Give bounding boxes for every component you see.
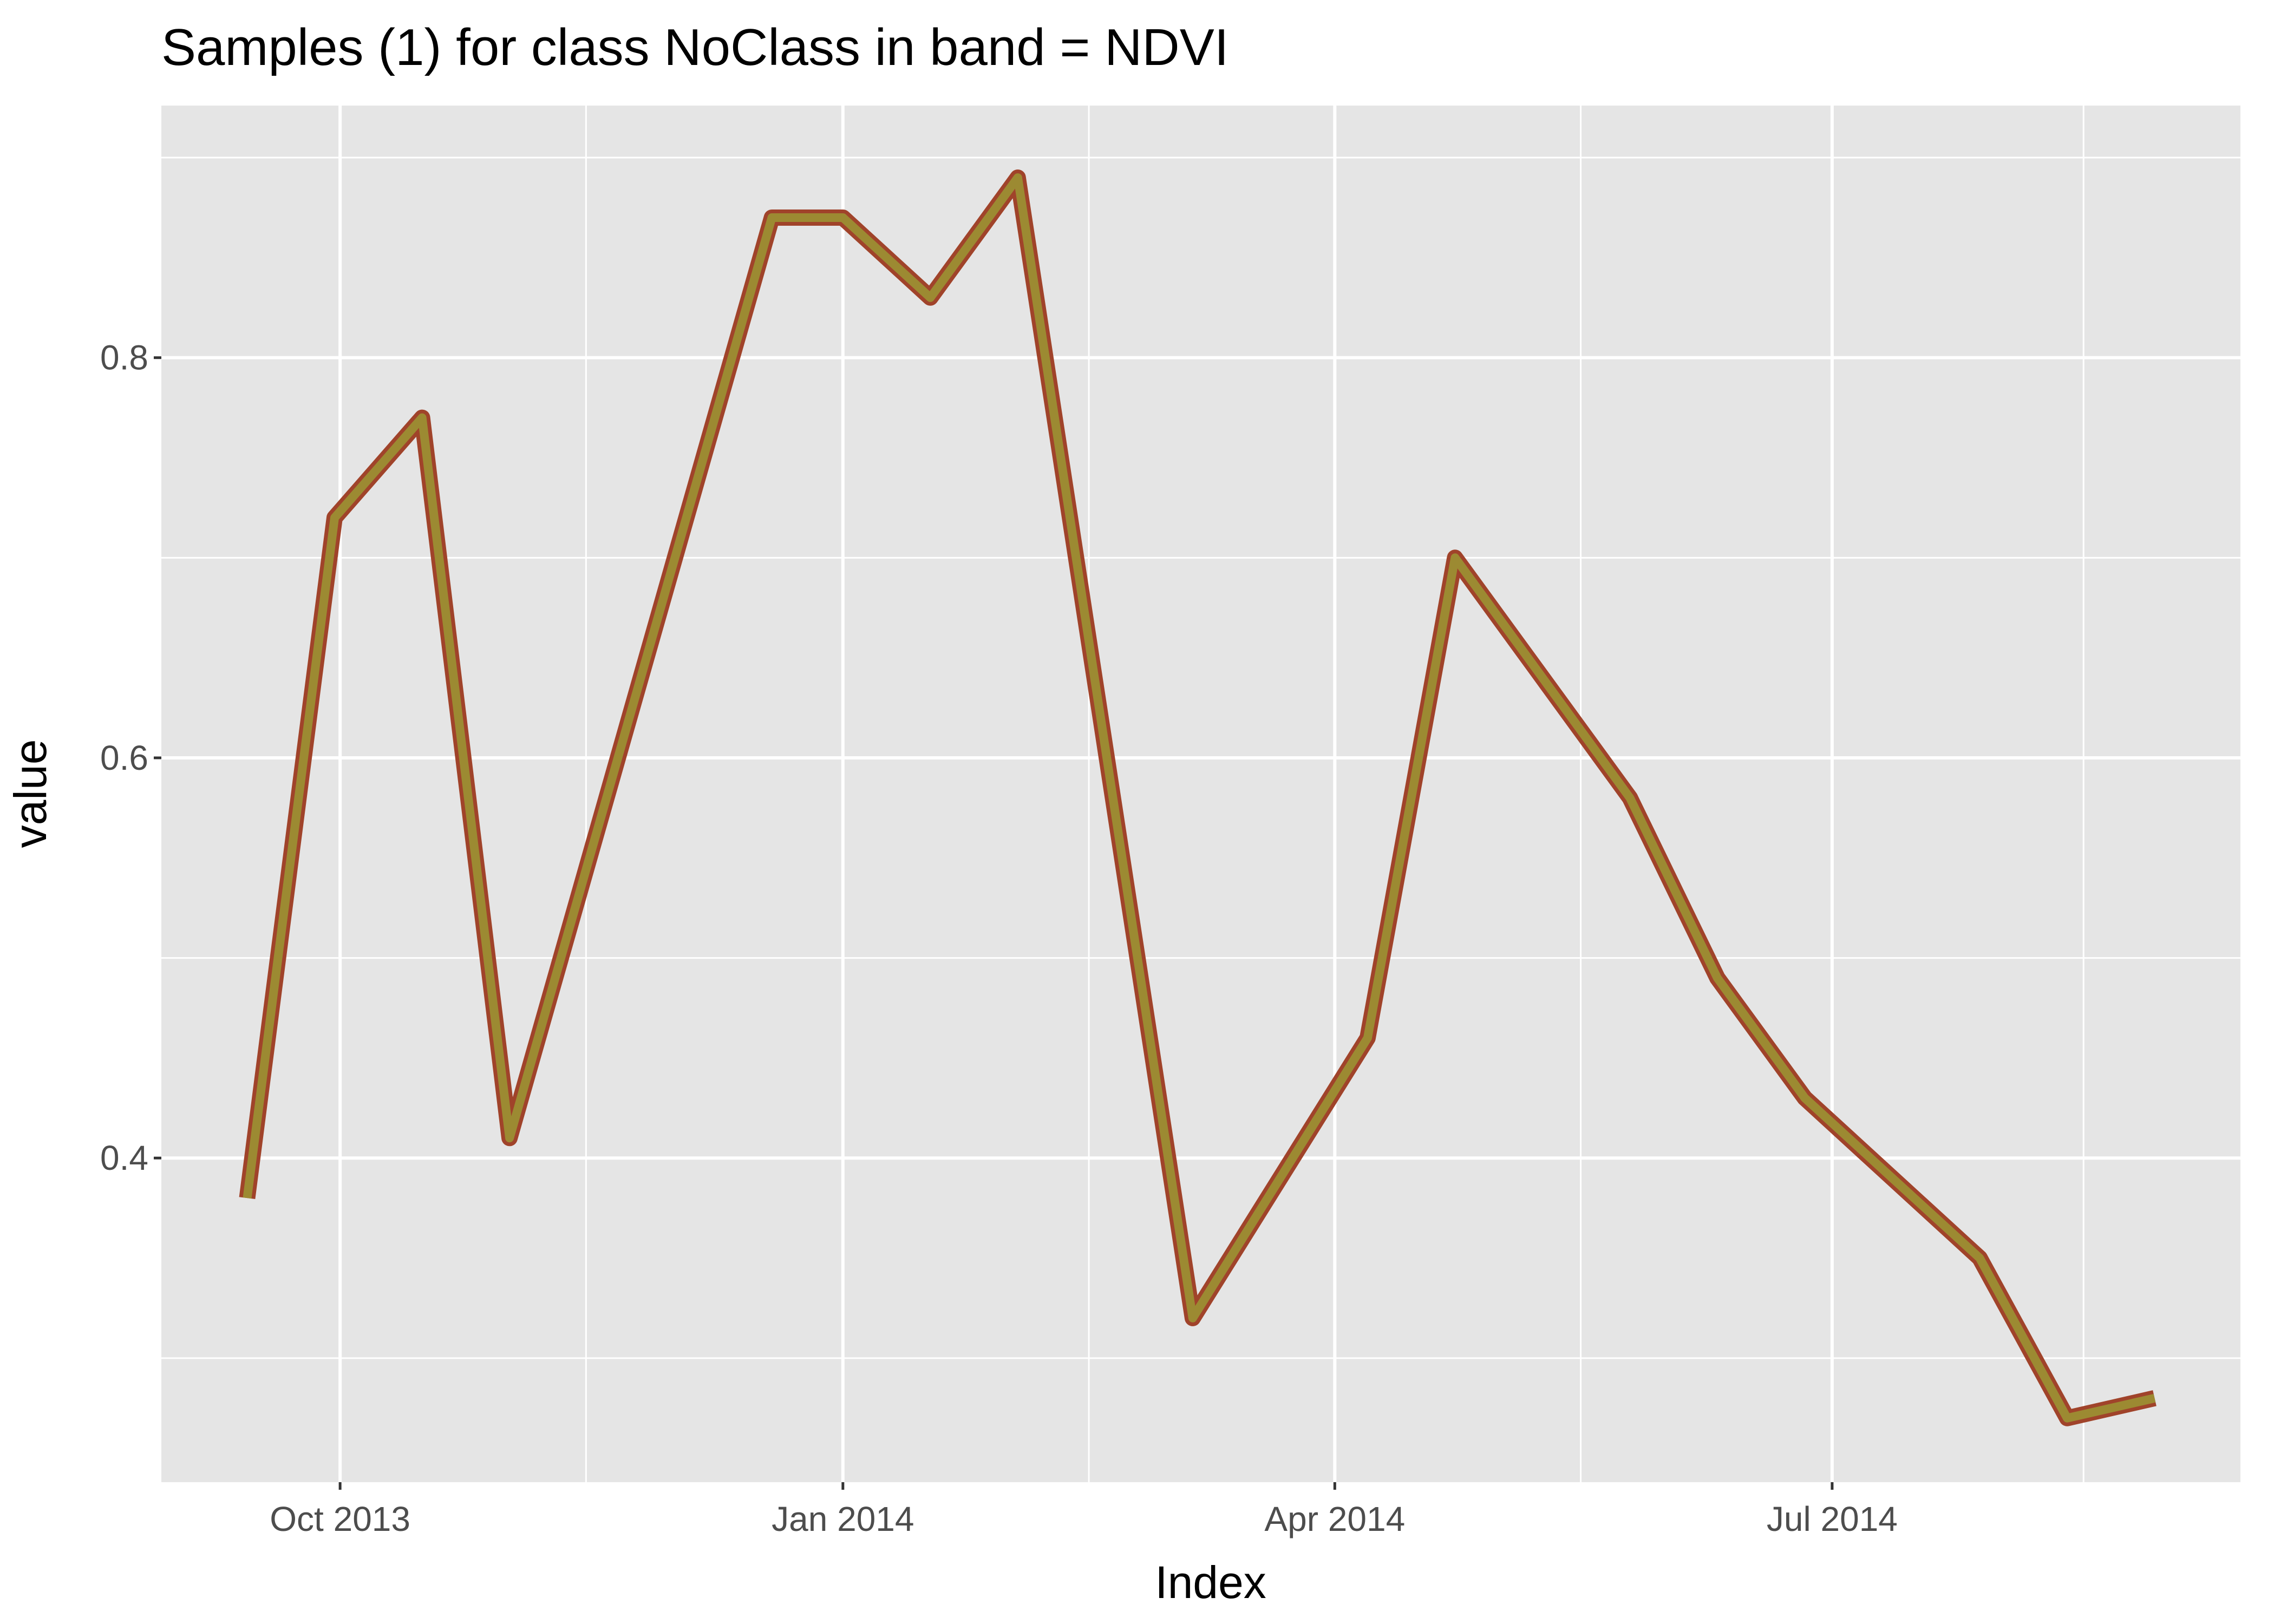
axes: 0.4 0.6 0.8 Oct 2013 Jan 2014 Apr 2014 Jul 201… [100,338,1898,1538]
gridlines [161,106,2240,1482]
chart-title: Samples (1) for class NoClass in band = … [161,18,1229,76]
x-axis-title: Index [1155,1557,1266,1608]
plot-panel [161,106,2240,1482]
y-tick-label: 0.4 [100,1138,148,1177]
y-tick-label: 0.6 [100,738,148,777]
x-tick-label: Oct 2013 [270,1499,410,1538]
series-line [243,173,2156,1423]
series-layer [239,169,2157,1426]
y-axis-title: value [5,739,56,848]
y-tick-label: 0.8 [100,338,148,377]
x-tick-label: Jan 2014 [772,1499,914,1538]
x-tick-label: Jul 2014 [1767,1499,1898,1538]
x-tick-label: Apr 2014 [1264,1499,1405,1538]
